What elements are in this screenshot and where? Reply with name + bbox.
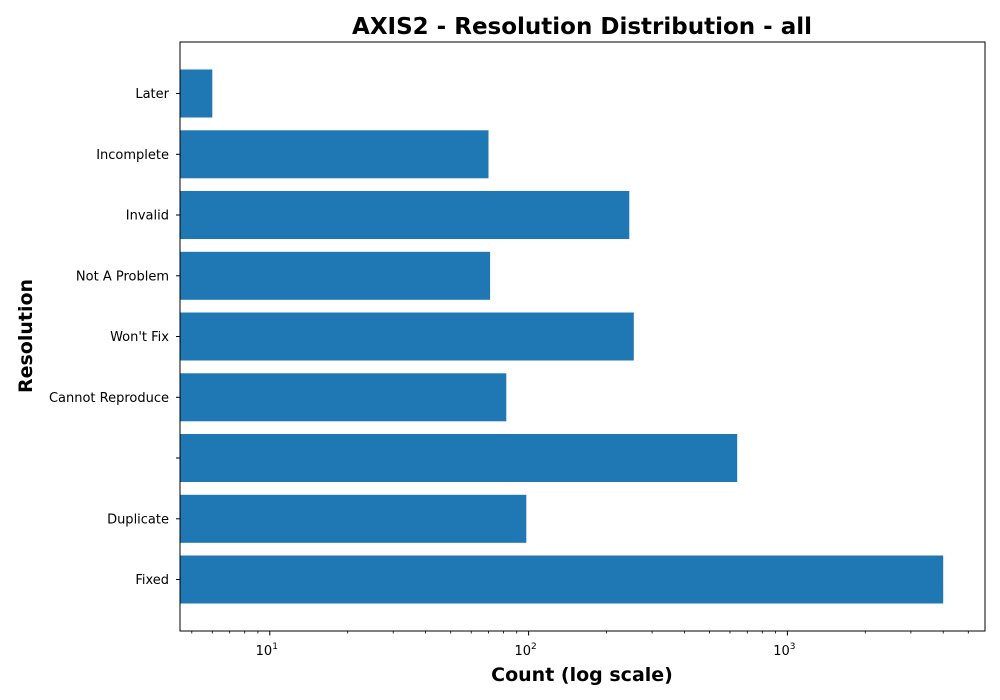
bar-unlabeled-2	[180, 434, 738, 482]
y-tick-label-not-a-problem: Not A Problem	[76, 269, 169, 284]
y-tick-label-won-t-fix: Won't Fix	[110, 330, 169, 345]
y-axis-label: Resolution	[15, 279, 37, 393]
bars-layer	[180, 69, 944, 604]
x-tick-label: 102	[514, 642, 536, 659]
x-tick-label-base: 10	[514, 644, 531, 659]
x-tick-label-base: 10	[256, 644, 273, 659]
x-tick-label-exponent: 2	[531, 642, 537, 652]
y-tick-label-cannot-reproduce: Cannot Reproduce	[49, 391, 169, 406]
y-ticks-layer: Fixed Duplicate Cannot Reproduce Won't Fix N…	[49, 87, 180, 588]
bar-duplicate	[180, 494, 527, 543]
x-tick-label: 101	[256, 642, 278, 659]
chart-title: AXIS2 - Resolution Distribution - all	[352, 14, 812, 40]
x-tick-label-base: 10	[773, 644, 790, 659]
bar-invalid	[180, 191, 630, 239]
plot-frame	[179, 41, 986, 632]
x-axis-label: Count (log scale)	[491, 664, 673, 686]
bar-later	[180, 69, 213, 118]
x-tick-label-exponent: 1	[272, 642, 278, 652]
y-tick-label-duplicate: Duplicate	[107, 512, 169, 527]
bar-cannot-reproduce	[180, 373, 507, 422]
bar-won-t-fix	[180, 312, 634, 361]
x-tick-label: 103	[773, 642, 795, 659]
bar-not-a-problem	[180, 251, 491, 300]
y-tick-label-later: Later	[135, 87, 169, 102]
y-tick-label-fixed: Fixed	[135, 573, 169, 588]
x-ticks-layer: 101 102 103	[191, 631, 969, 659]
y-tick-label-incomplete: Incomplete	[96, 148, 169, 163]
y-tick-label-invalid: Invalid	[126, 209, 169, 224]
bar-incomplete	[180, 130, 489, 179]
bar-fixed	[180, 555, 944, 604]
x-tick-label-exponent: 3	[790, 642, 796, 652]
